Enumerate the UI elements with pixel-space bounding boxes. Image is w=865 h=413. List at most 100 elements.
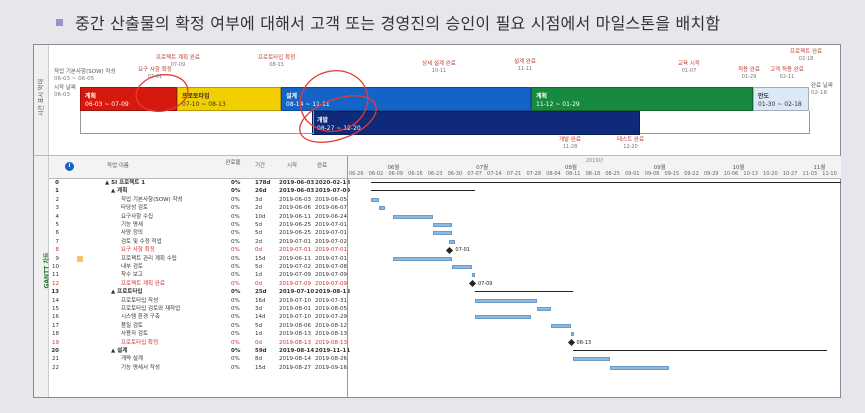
table-row[interactable]: 19 프로토타입 확정 0% 0d 2019-08-13 2019-08-13 (49, 339, 347, 347)
row-task-name: 시스템 환경 구축 (121, 314, 160, 321)
col-task-name[interactable]: 작업 이름 (107, 163, 129, 169)
gantt-summary-bar[interactable] (370, 182, 841, 183)
note-indicator-icon[interactable] (77, 255, 83, 262)
table-row[interactable]: 7 검토 및 수정 작업 0% 2d 2019-07-01 2019-07-02 (49, 238, 347, 246)
timeline-bar-design[interactable]: 설계 08-14 ~ 11-11 (281, 87, 531, 111)
table-row[interactable]: 17 품질 검토 0% 5d 2019-08-06 2019-08-12 (49, 322, 347, 330)
timeline-bar-plan[interactable]: 계획 06-03 ~ 07-09 (80, 87, 177, 111)
row-task-name: ▲ 계획 (111, 188, 128, 195)
gantt-task-bar[interactable] (573, 357, 610, 362)
row-finish: 2019-07-01 (315, 255, 347, 262)
gantt-task-bar[interactable] (471, 273, 475, 278)
table-row[interactable]: 18 사용자 검토 0% 1d 2019-08-13 2019-08-13 (49, 330, 347, 338)
table-row[interactable]: 3 타당성 검토 0% 2d 2019-06-06 2019-06-07 (49, 204, 347, 212)
row-task-name: 타당성 검토 (121, 205, 149, 212)
row-finish: 2019-07-02 (315, 238, 347, 245)
timeline-side-tab[interactable]: 시간 표시 막대 (34, 45, 49, 155)
col-finish[interactable]: 완료 (317, 163, 328, 169)
timeline-bar-dev[interactable]: 개발 08-27 ~ 12-20 (312, 111, 640, 135)
row-finish: 2019-06-05 (315, 196, 347, 203)
gantt-task-bar[interactable] (550, 323, 571, 328)
gantt-summary-bar[interactable] (474, 291, 574, 293)
milestone-dev-done[interactable]: 개발 완료 11-28 (559, 137, 581, 150)
gantt-task-bar[interactable] (449, 239, 456, 244)
gantt-task-bar[interactable] (570, 332, 574, 337)
gantt-summary-bar[interactable] (370, 190, 475, 192)
month-label: 09월 (653, 165, 666, 171)
gantt-task-bar[interactable] (474, 315, 532, 320)
row-finish: 2019-07-01 (315, 222, 347, 228)
milestone-project-done[interactable]: 프로젝트 완료 02-18 (790, 49, 823, 62)
gantt-task-bar[interactable] (370, 197, 379, 202)
table-row[interactable]: 11 착수 보고 0% 1d 2019-07-09 2019-07-09 (49, 271, 347, 279)
timeline-left-label: 작업 기본사항(SOW) 작성 06-03 ~ 06-05 (54, 69, 116, 82)
gantt-task-bar[interactable] (452, 265, 472, 269)
gantt-task-bar[interactable] (378, 206, 385, 211)
gantt-milestone-marker[interactable] (446, 246, 454, 254)
timeline-bar-green[interactable]: 계획 11-12 ~ 01-29 (531, 87, 753, 111)
milestone-requirements[interactable]: 요구 사항 확정 07-01 (138, 67, 172, 80)
gantt-milestone-label: 07-01 (455, 247, 470, 254)
milestone-training[interactable]: 교육 시작 01-07 (678, 61, 700, 74)
row-duration: 15d (255, 255, 266, 262)
table-row[interactable]: 12 프로젝트 계획 완료 0% 0d 2019-07-09 2019-07-09 (49, 280, 347, 288)
gantt-side-tab[interactable]: GANTT 차트 (34, 156, 51, 397)
week-label: 09-15 (664, 171, 680, 177)
gantt-milestone-marker[interactable] (468, 280, 476, 288)
table-row[interactable]: 10 내부 검토 0% 5d 2019-07-02 2019-07-08 (49, 263, 347, 271)
row-duration: 3d (255, 306, 262, 312)
timeline-dev-lane (80, 111, 314, 134)
row-id: 13 (51, 289, 59, 296)
timeline-bar-andoh[interactable]: 안도 01-30 ~ 02-18 (753, 87, 809, 111)
milestone-customer-apply[interactable]: 고객 적용 완료 02-11 (770, 67, 804, 80)
row-id: 19 (52, 339, 59, 346)
gantt-task-bar[interactable] (536, 307, 551, 311)
table-row[interactable]: 0 ▲ SI 프로젝트 1 0% 178d 2019-06-03 2020-02-18 (49, 179, 350, 187)
gantt-task-bar[interactable] (432, 231, 453, 236)
gantt-task-bar[interactable] (609, 365, 670, 370)
gantt-milestone-marker[interactable] (567, 339, 575, 347)
gantt-summary-bar[interactable] (573, 350, 827, 351)
milestone-project-plan[interactable]: 프로젝트 계획 완료 07-09 (156, 55, 200, 68)
table-row[interactable]: 8 요구 사항 확정 0% 0d 2019-07-01 2019-07-01 (49, 246, 347, 254)
row-task-name: 사용자 검토 (121, 331, 149, 338)
gantt-task-bar[interactable] (393, 214, 433, 219)
table-row[interactable]: 1 ▲ 계획 0% 26d 2019-06-03 2019-07-09 (49, 187, 350, 195)
table-row[interactable]: 22 기능 명세서 작성 0% 15d 2019-08-27 2019-09-16 (49, 364, 347, 372)
row-task-name: 품질 검토 (121, 322, 143, 329)
table-row[interactable]: 5 기능 명세 0% 5d 2019-06-25 2019-07-01 (49, 221, 347, 229)
milestone-detail-design[interactable]: 상세 설계 완료 10-11 (422, 61, 456, 74)
timeline-bar-prototype[interactable]: 프로토타입 07-10 ~ 08-13 (177, 87, 281, 111)
milestone-design-done[interactable]: 설계 완료 11-11 (514, 59, 536, 72)
milestone-test-done[interactable]: 테스트 완료 12-20 (617, 137, 645, 150)
col-percent[interactable]: 완료율 (225, 160, 241, 166)
table-row[interactable]: 13 ▲ 프로토타입 0% 25d 2019-07-10 2019-08-13 (49, 288, 350, 296)
table-row[interactable]: 20 ▲ 설계 0% 59d 2019-08-14 2019-11-11 (49, 347, 350, 355)
milestone-prototype[interactable]: 프로토타입 확정 08-13 (258, 55, 296, 68)
row-id: 3 (55, 205, 60, 212)
gantt-task-bar[interactable] (393, 256, 453, 261)
col-start[interactable]: 시작 (287, 163, 298, 169)
table-row[interactable]: 6 사양 정의 0% 5d 2019-06-25 2019-07-01 (49, 229, 347, 237)
row-id: 16 (52, 314, 59, 321)
table-row[interactable]: 15 프로토타입 검토와 재작업 0% 3d 2019-08-01 2019-08-05 (49, 305, 347, 313)
milestone-apply-done[interactable]: 적용 완료 01-29 (738, 67, 760, 80)
row-duration: 5d (255, 230, 262, 237)
table-row[interactable]: 2 작업 기본사항(SOW) 작성 0% 3d 2019-06-03 2019-06-05 (49, 196, 347, 204)
gantt-task-bar[interactable] (432, 223, 453, 227)
row-id: 6 (55, 230, 60, 237)
row-id: 18 (52, 331, 59, 338)
table-row[interactable]: 9 프로젝트 관리 계획 수립 0% 15d 2019-06-11 2019-07-01 (49, 255, 347, 263)
row-id: 12 (52, 280, 59, 287)
row-percent: 0% (231, 364, 240, 371)
row-percent: 0% (231, 247, 240, 254)
table-row[interactable]: 14 프로토타입 작성 0% 16d 2019-07-10 2019-07-31 (49, 297, 347, 305)
table-row[interactable]: 21 개략 설계 0% 8d 2019-08-14 2019-08-26 (49, 355, 347, 363)
row-percent: 0% (231, 339, 240, 346)
row-duration: 5d (255, 322, 262, 329)
table-row[interactable]: 4 요구사항 수집 0% 10d 2019-06-11 2019-06-24 (49, 213, 347, 221)
gantt-task-bar[interactable] (474, 298, 537, 303)
table-row[interactable]: 16 시스템 환경 구축 0% 14d 2019-07-10 2019-07-29 (49, 313, 347, 321)
row-start: 2019-07-10 (279, 289, 315, 296)
col-duration[interactable]: 기간 (255, 163, 266, 169)
